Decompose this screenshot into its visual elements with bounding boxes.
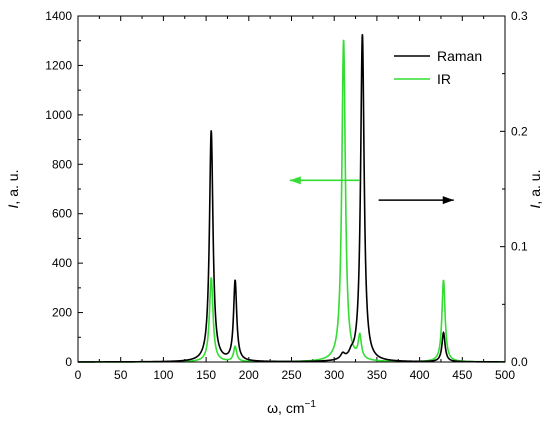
x-tick-label: 500 <box>495 368 515 382</box>
y-right-tick-label: 0.1 <box>511 240 528 254</box>
x-tick-label: 400 <box>410 368 430 382</box>
y-axis-left-label: I, a. u. <box>5 170 21 209</box>
ticks-layer: 0 50 100 150 200 250 300 350 400 450 500 0 200 400 600… <box>45 9 528 382</box>
arrow-head-right <box>442 196 454 205</box>
x-tick-label: 350 <box>367 368 387 382</box>
arrow-head-left <box>289 176 301 185</box>
y-left-tick-label: 800 <box>52 157 72 171</box>
x-tick-label: 200 <box>239 368 259 382</box>
y-right-tick-label: 0.2 <box>511 124 528 138</box>
x-tick-label: 0 <box>75 368 82 382</box>
y-left-tick-label: 0 <box>65 355 72 369</box>
y-right-tick-label: 0.3 <box>511 9 528 23</box>
y-left-tick-label: 400 <box>52 256 72 270</box>
legend-label-ir: IR <box>437 71 451 87</box>
x-tick-label: 100 <box>153 368 173 382</box>
y-left-tick-label: 200 <box>52 306 72 320</box>
legend: Raman IR <box>394 48 482 87</box>
y-left-tick-label: 600 <box>52 207 72 221</box>
x-tick-label: 150 <box>196 368 216 382</box>
y-left-tick-label: 1000 <box>45 108 72 122</box>
x-axis-label: ω, cm−1 <box>267 399 316 416</box>
x-tick-label: 300 <box>324 368 344 382</box>
y-left-tick-label: 1200 <box>45 58 72 72</box>
x-tick-label: 450 <box>452 368 472 382</box>
x-tick-label: 250 <box>281 368 301 382</box>
legend-label-raman: Raman <box>437 48 482 64</box>
plot-frame <box>77 15 506 363</box>
annotation-layer <box>289 176 454 205</box>
y-right-tick-label: 0.0 <box>511 355 528 369</box>
y-left-tick-label: 1400 <box>45 9 72 23</box>
y-axis-right-label: I, a. u. <box>527 170 543 209</box>
x-tick-label: 50 <box>114 368 128 382</box>
